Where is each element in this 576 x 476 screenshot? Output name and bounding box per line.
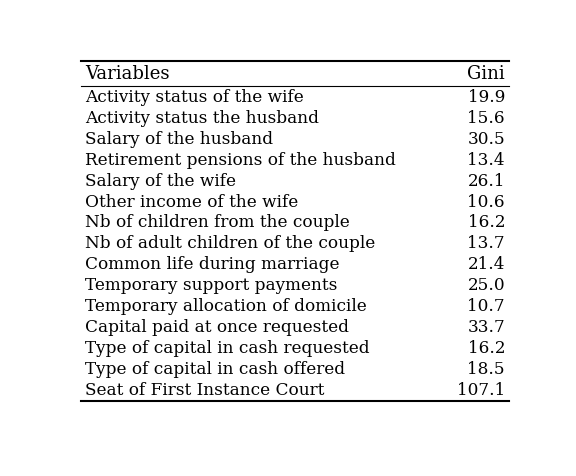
- Text: 26.1: 26.1: [468, 173, 505, 190]
- Text: Salary of the wife: Salary of the wife: [85, 173, 236, 190]
- Text: Variables: Variables: [85, 65, 170, 83]
- Text: 13.4: 13.4: [467, 152, 505, 169]
- Text: 30.5: 30.5: [467, 131, 505, 148]
- Text: 107.1: 107.1: [457, 382, 505, 398]
- Text: 10.7: 10.7: [467, 298, 505, 315]
- Text: 33.7: 33.7: [467, 319, 505, 336]
- Text: Type of capital in cash requested: Type of capital in cash requested: [85, 340, 370, 357]
- Text: Capital paid at once requested: Capital paid at once requested: [85, 319, 350, 336]
- Text: Salary of the husband: Salary of the husband: [85, 131, 274, 148]
- Text: Type of capital in cash offered: Type of capital in cash offered: [85, 361, 346, 378]
- Text: Temporary support payments: Temporary support payments: [85, 277, 338, 294]
- Text: Gini: Gini: [467, 65, 505, 83]
- Text: Common life during marriage: Common life during marriage: [85, 256, 340, 273]
- Text: 18.5: 18.5: [467, 361, 505, 378]
- Text: 13.7: 13.7: [467, 235, 505, 252]
- Text: Retirement pensions of the husband: Retirement pensions of the husband: [85, 152, 396, 169]
- Text: 16.2: 16.2: [468, 215, 505, 231]
- Text: Nb of adult children of the couple: Nb of adult children of the couple: [85, 235, 376, 252]
- Text: 15.6: 15.6: [467, 110, 505, 127]
- Text: Seat of First Instance Court: Seat of First Instance Court: [85, 382, 325, 398]
- Text: 19.9: 19.9: [468, 89, 505, 106]
- Text: Nb of children from the couple: Nb of children from the couple: [85, 215, 350, 231]
- Text: 16.2: 16.2: [468, 340, 505, 357]
- Text: Temporary allocation of domicile: Temporary allocation of domicile: [85, 298, 367, 315]
- Text: Other income of the wife: Other income of the wife: [85, 194, 298, 210]
- Text: 25.0: 25.0: [467, 277, 505, 294]
- Text: Activity status the husband: Activity status the husband: [85, 110, 319, 127]
- Text: 21.4: 21.4: [468, 256, 505, 273]
- Text: 10.6: 10.6: [467, 194, 505, 210]
- Text: Activity status of the wife: Activity status of the wife: [85, 89, 304, 106]
